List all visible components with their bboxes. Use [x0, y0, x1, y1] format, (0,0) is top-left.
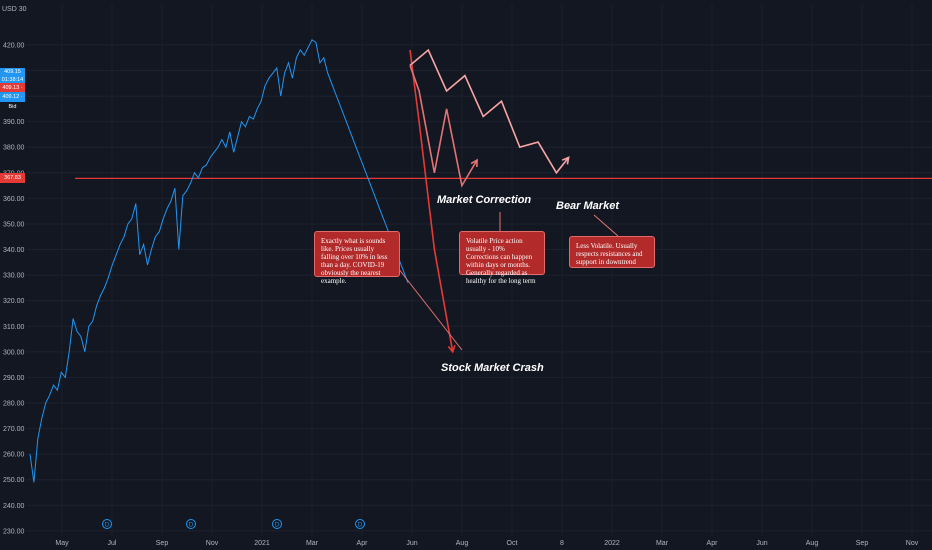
y-tick-label: 300.00	[3, 349, 25, 356]
crash-note[interactable]: Exactly what is sounds like. Prices usua…	[314, 231, 400, 285]
dividend-marker	[102, 519, 112, 529]
dividend-marker	[186, 519, 196, 529]
x-tick-label: Mar	[306, 540, 319, 547]
x-axis: May Jul Sep Nov 2021 Mar Apr Jun Aug Oct 8 2022 Mar A…	[55, 540, 918, 547]
bear-market-label: Bear Market	[556, 200, 619, 212]
x-tick-label: 2021	[254, 540, 270, 547]
correction-note[interactable]: Volatile Price action usually - 10% Corr…	[459, 231, 545, 285]
y-tick-label: 250.00	[3, 477, 25, 484]
price-series-line[interactable]	[29, 39, 409, 483]
stock-market-crash-label: Stock Market Crash	[441, 362, 544, 374]
x-tick-label: Nov	[206, 540, 219, 547]
y-tick-label: 360.00	[3, 196, 25, 203]
x-tick-label: Oct	[507, 540, 518, 547]
price-tag: 367.83	[0, 173, 25, 184]
x-tick-label: 8	[560, 540, 564, 547]
x-tick-label: Apr	[707, 540, 719, 547]
x-tick-label: Sep	[856, 540, 869, 547]
x-tick-label: Apr	[357, 540, 369, 547]
crash-connector	[397, 267, 463, 351]
y-tick-label: 390.00	[3, 119, 25, 126]
bear-note[interactable]: Less Volatile. Usually respects resistan…	[569, 236, 655, 268]
projection-bear	[409, 48, 570, 175]
y-axis-currency: USD 30	[2, 6, 27, 13]
x-tick-label: 2022	[604, 540, 620, 547]
dividend-marker	[272, 519, 282, 529]
y-tick-label: 230.00	[3, 528, 25, 535]
dividend-marker-label: D	[105, 523, 110, 529]
x-tick-label: Sep	[156, 540, 169, 547]
y-tick-label: 310.00	[3, 324, 25, 331]
x-tick-label: Jun	[756, 540, 767, 547]
y-tick-label: 340.00	[3, 247, 25, 254]
y-tick-label: 330.00	[3, 273, 25, 280]
y-tick-label: 380.00	[3, 145, 25, 152]
dividend-marker-label: D	[358, 523, 363, 529]
y-tick-label: 320.00	[3, 298, 25, 305]
x-tick-label: Jul	[108, 540, 117, 547]
y-tick-label: 260.00	[3, 452, 25, 459]
market-correction-label: Market Correction	[437, 194, 532, 206]
x-tick-label: Aug	[456, 540, 469, 547]
bear-connector	[593, 214, 619, 237]
projection-crash-arrowhead	[447, 344, 456, 354]
projection-correction	[409, 65, 478, 188]
projection-bear-arrowhead	[561, 156, 570, 165]
x-tick-label: Mar	[656, 540, 669, 547]
projection-correction-arrowhead	[470, 158, 478, 168]
x-tick-label: Aug	[806, 540, 819, 547]
price-tag: 409.12 · Bid	[0, 91, 25, 110]
y-tick-label: 350.00	[3, 221, 25, 228]
y-tick-label: 280.00	[3, 401, 25, 408]
y-tick-label: 290.00	[3, 375, 25, 382]
y-tick-label: 270.00	[3, 426, 25, 433]
x-tick-label: May	[55, 540, 69, 547]
x-tick-label: Nov	[906, 540, 919, 547]
x-tick-label: Jun	[406, 540, 417, 547]
chart-grid	[27, 4, 932, 536]
y-tick-label: 240.00	[3, 503, 25, 510]
projection-arrows	[397, 48, 619, 354]
y-tick-label: 420.00	[3, 42, 25, 49]
dividend-marker-label: D	[275, 523, 280, 529]
dividend-marker	[355, 519, 365, 529]
projection-crash	[409, 49, 454, 352]
dividend-marker-label: D	[189, 523, 194, 529]
price-tag: 409.15 01:38:14	[0, 67, 25, 85]
